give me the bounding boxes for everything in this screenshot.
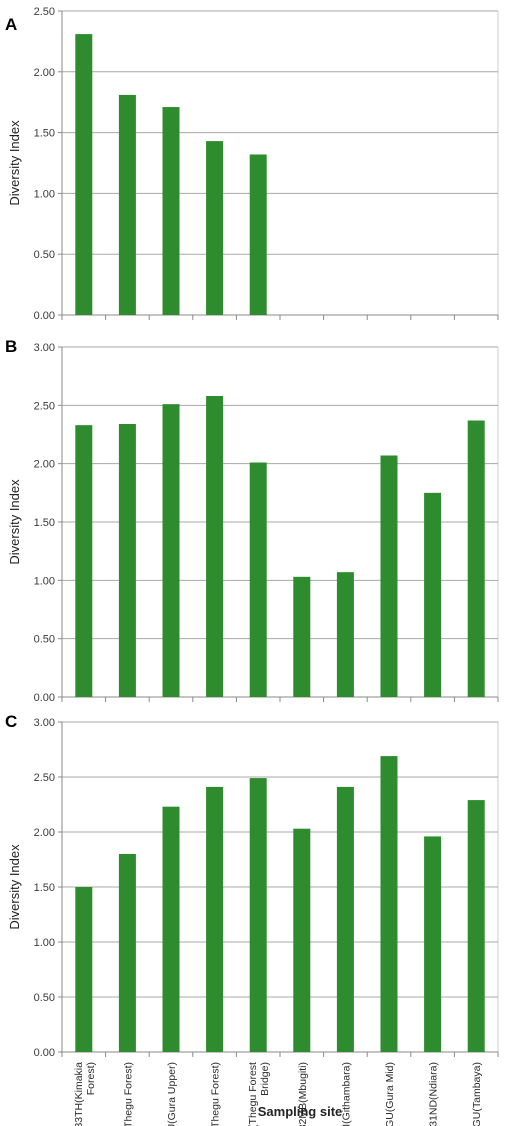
bar-2 — [118, 424, 136, 697]
x-axis-label: Sampling site — [258, 1104, 343, 1119]
bar-3 — [162, 404, 180, 697]
x-tick-label: 21GU(Gura Upper) — [166, 1062, 178, 1126]
bar-9 — [424, 836, 442, 1052]
x-tick-label-line: 8THC(Thegu Forest) — [122, 1062, 134, 1126]
bar-1 — [75, 34, 93, 315]
y-tick-label: 0.00 — [34, 1047, 55, 1059]
bar-4 — [206, 396, 224, 697]
y-tick-label: 1.50 — [34, 882, 55, 894]
y-tick-label: 0.00 — [34, 310, 55, 322]
x-tick-label: 8THB(Thegu Forest) — [210, 1062, 222, 1126]
x-tick-label-line: 31ND(Ndiara) — [428, 1062, 440, 1126]
x-tick-label-line: 30GI(Githambara) — [340, 1062, 352, 1126]
y-tick-label: 1.50 — [34, 128, 55, 140]
x-tick-label-line: 23GU(Tambaya) — [471, 1062, 483, 1126]
y-tick-label: 2.00 — [34, 459, 55, 471]
panel-label: C — [5, 712, 17, 731]
y-axis-label: Diversity Index — [7, 844, 22, 930]
bar-1 — [75, 425, 93, 697]
x-tick-label-line: 8THA(Thegu Forest — [247, 1062, 259, 1126]
chart-panel-b: 0.00 0.50 1.00 1.50 2.00 2.50 3.00 Diversity In… — [5, 337, 499, 704]
y-tick-label: 0.00 — [34, 692, 55, 704]
bar-3 — [162, 806, 180, 1052]
bar-6 — [293, 576, 311, 697]
y-tick-label: 1.00 — [34, 937, 55, 949]
bar-2 — [118, 854, 136, 1052]
bar-4 — [206, 786, 224, 1052]
x-tick-label: 31ND(Ndiara) — [428, 1062, 440, 1126]
x-tick-label: 22GU(Gura Mid) — [384, 1062, 396, 1126]
y-tick-label: 3.00 — [34, 342, 55, 354]
x-tick-label: 33TH(KimakiaForest) — [73, 1062, 97, 1126]
panel-label: B — [5, 337, 17, 356]
bar-6 — [293, 828, 311, 1052]
chart-panel-c: 0.00 0.50 1.00 1.50 2.00 2.50 3.00 Diversity In… — [5, 712, 499, 1059]
bar-9 — [424, 492, 442, 697]
y-tick-label: 2.50 — [34, 400, 55, 412]
y-tick-label: 2.50 — [34, 772, 55, 784]
y-tick-label: 1.00 — [34, 188, 55, 200]
y-tick-label: 0.50 — [34, 249, 55, 261]
x-tick-label: 23GU(Tambaya) — [471, 1062, 483, 1126]
y-tick-label: 1.50 — [34, 517, 55, 529]
y-tick-label: 3.00 — [34, 717, 55, 729]
bar-8 — [380, 455, 398, 697]
bar-5 — [249, 154, 267, 315]
y-tick-label: 2.50 — [34, 6, 55, 18]
y-axis-label: Diversity Index — [7, 479, 22, 565]
bar-10 — [467, 420, 485, 697]
y-axis-label: Diversity Index — [7, 120, 22, 206]
x-category-labels: 33TH(KimakiaForest) 8THC(Thegu Forest) 21G… — [73, 1062, 483, 1126]
x-tick-label-line: 21GU(Gura Upper) — [166, 1062, 178, 1126]
x-tick-label-line: 33TH(Kimakia — [73, 1062, 85, 1126]
x-tick-label: 8THA(Thegu ForestBridge) — [247, 1062, 271, 1126]
x-tick-label: 32MB(Mbugiti) — [297, 1062, 309, 1126]
x-tick-label-line: 8THB(Thegu Forest) — [210, 1062, 222, 1126]
bar-2 — [118, 94, 136, 316]
x-tick-label-line: Forest) — [85, 1062, 97, 1095]
x-tick-label-line: 32MB(Mbugiti) — [297, 1062, 309, 1126]
bar-8 — [380, 756, 398, 1052]
x-tick-label-line: Bridge) — [259, 1062, 271, 1096]
y-tick-label: 2.00 — [34, 67, 55, 79]
y-tick-label: 1.00 — [34, 575, 55, 587]
bar-7 — [336, 786, 354, 1052]
x-tick-label: 8THC(Thegu Forest) — [122, 1062, 134, 1126]
bar-10 — [467, 800, 485, 1052]
y-tick-label: 0.50 — [34, 992, 55, 1004]
x-tick-label: 30GI(Githambara) — [340, 1062, 352, 1126]
x-tick-label-line: 22GU(Gura Mid) — [384, 1062, 396, 1126]
chart-panel-a: 0.00 0.50 1.00 1.50 2.00 2.50 Diversity Index A — [5, 6, 499, 322]
bar-3 — [162, 107, 180, 316]
bar-4 — [206, 141, 224, 315]
bar-5 — [249, 778, 267, 1052]
bar-1 — [75, 887, 93, 1052]
y-tick-label: 2.00 — [34, 827, 55, 839]
bar-5 — [249, 462, 267, 697]
bar-7 — [336, 572, 354, 697]
y-tick-label: 0.50 — [34, 634, 55, 646]
panel-label: A — [5, 15, 17, 34]
